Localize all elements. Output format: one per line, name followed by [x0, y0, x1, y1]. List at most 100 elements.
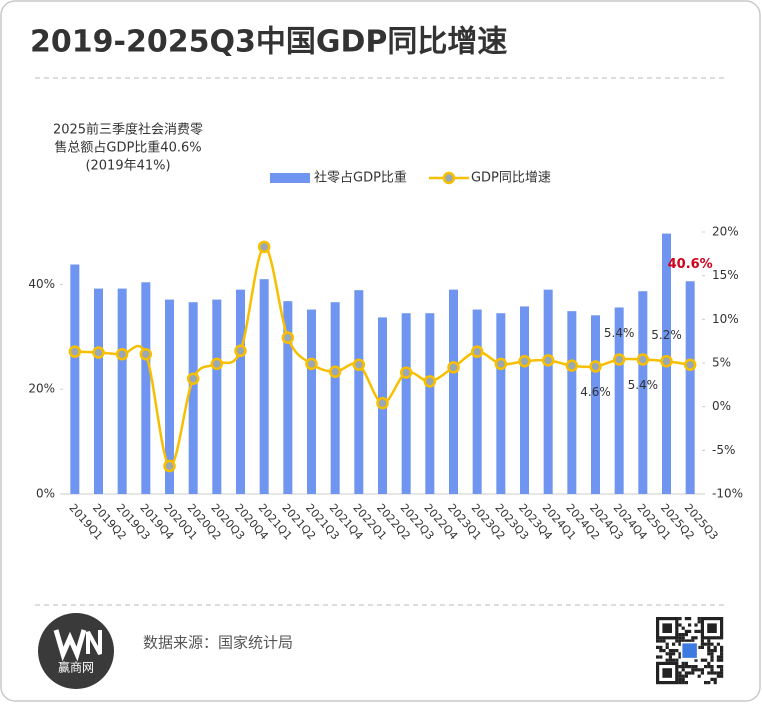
bar-value-label: 40.6%	[668, 257, 713, 272]
qr-module	[697, 629, 701, 633]
qr-module	[681, 636, 685, 640]
qr-module	[704, 665, 708, 669]
qr-code	[655, 616, 724, 685]
qr-module	[704, 642, 708, 646]
bar	[188, 302, 198, 494]
qr-module	[707, 661, 711, 665]
qr-module	[713, 677, 717, 681]
y2-tick-label: 5%	[712, 356, 731, 370]
qr-module	[684, 681, 688, 685]
qr-module	[681, 681, 685, 685]
qr-module	[688, 617, 692, 621]
qr-module	[675, 658, 679, 662]
qr-module	[665, 642, 669, 646]
qr-finder	[700, 616, 724, 640]
bar	[472, 309, 482, 494]
qr-module	[681, 626, 685, 630]
line-value-label: 4.6%	[580, 385, 611, 399]
y2-tick-label: 10%	[712, 312, 739, 326]
line-value-label: 5.4%	[628, 378, 659, 392]
bar	[425, 313, 435, 494]
qr-module	[659, 645, 663, 649]
qr-module	[668, 652, 672, 656]
qr-module	[707, 652, 711, 656]
line-marker	[257, 240, 271, 254]
qr-module	[720, 655, 724, 659]
qr-module	[688, 623, 692, 627]
line-marker	[423, 375, 437, 388]
line-marker	[376, 396, 389, 410]
qr-module	[710, 665, 714, 669]
qr-module	[713, 649, 717, 653]
qr-module	[720, 674, 724, 678]
bar	[591, 315, 600, 494]
qr-module	[697, 620, 701, 624]
bar	[543, 289, 553, 494]
qr-module	[681, 633, 685, 637]
qr-module	[672, 658, 676, 662]
qr-module	[704, 681, 708, 685]
line-marker	[234, 344, 247, 358]
qr-module	[713, 681, 717, 685]
line-marker	[565, 359, 579, 372]
bar	[330, 302, 340, 494]
qr-module	[710, 649, 714, 653]
y-tick-label: 40%	[28, 277, 55, 291]
bar	[117, 288, 127, 494]
qr-module	[678, 677, 682, 681]
qr-module	[681, 668, 685, 672]
qr-module	[716, 665, 720, 669]
qr-module	[707, 665, 711, 669]
qr-module	[691, 668, 695, 672]
line-marker	[163, 459, 176, 473]
qr-module	[684, 665, 688, 669]
qr-module	[678, 674, 682, 678]
qr-module	[694, 665, 698, 669]
line-marker	[494, 357, 508, 371]
qr-module	[684, 674, 688, 678]
annotation: (2019年41%)	[85, 159, 170, 174]
qr-module	[688, 671, 692, 675]
bar	[449, 289, 458, 494]
qr-module	[704, 658, 708, 662]
qr-module	[697, 617, 701, 621]
qr-module	[684, 671, 688, 675]
line-marker	[470, 345, 484, 358]
qr-module	[662, 649, 666, 653]
qr-module	[707, 649, 711, 653]
qr-module	[720, 652, 724, 656]
qr-module	[668, 655, 672, 659]
bar	[259, 279, 269, 494]
qr-module	[665, 658, 669, 662]
annotation: 2025前三季度社会消费零	[53, 122, 203, 138]
line-marker	[210, 357, 224, 371]
qr-module	[678, 655, 682, 659]
qr-module	[681, 661, 685, 665]
line-marker	[636, 353, 650, 366]
bar	[141, 282, 151, 494]
qr-module	[694, 629, 698, 633]
qr-module	[656, 655, 660, 659]
qr-module	[681, 677, 685, 681]
bar	[685, 281, 695, 494]
qr-module	[684, 629, 688, 633]
qr-module	[700, 642, 704, 646]
qr-module	[713, 671, 717, 675]
qr-module	[710, 652, 714, 656]
y2-tick-label: -10%	[712, 487, 743, 501]
qr-module	[716, 674, 720, 678]
qr-module	[710, 677, 714, 681]
line-marker	[541, 354, 555, 367]
bar	[283, 301, 293, 494]
source: 数据来源：国家统计局	[143, 634, 293, 652]
qr-finder	[655, 661, 679, 685]
bar	[401, 313, 411, 494]
qr-module	[678, 617, 682, 621]
line-marker	[518, 355, 531, 368]
line-marker	[139, 348, 153, 361]
qr-module	[697, 668, 701, 672]
qr-module	[659, 655, 663, 659]
logo-mark	[86, 630, 102, 655]
qr-module	[684, 661, 688, 665]
legend-swatch	[270, 173, 310, 183]
